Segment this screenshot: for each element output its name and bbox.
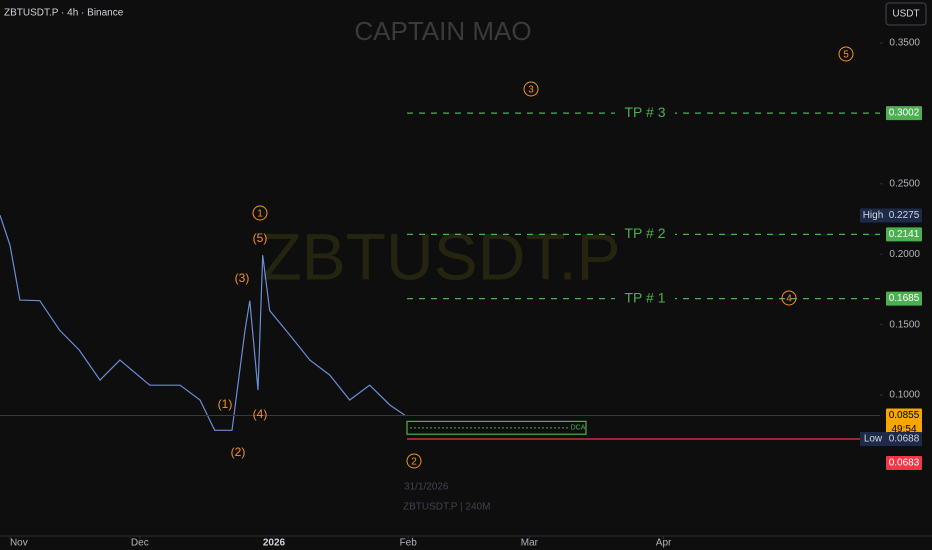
high-tag: [860, 208, 886, 223]
target-label-bg: [615, 289, 675, 308]
wave-circle: [252, 205, 268, 221]
target-price-box: [886, 291, 922, 306]
footer-date: 31/1/2026: [404, 482, 449, 493]
countdown: 49:54: [891, 424, 916, 435]
target-price-box: [886, 106, 922, 121]
dca-label: DCA: [571, 425, 586, 432]
target-label: TP # 2: [625, 225, 666, 241]
currency[interactable]: USDT: [892, 9, 919, 20]
target-price: 0.3002: [889, 108, 920, 119]
currency-box[interactable]: [885, 2, 927, 26]
low-second-box: [886, 456, 922, 471]
wave-label: 1: [257, 209, 263, 220]
high-price-box: [886, 208, 922, 223]
low-price-box: [886, 432, 922, 447]
low-second: 0.0683: [889, 458, 920, 469]
title: CAPTAIN MAO: [354, 16, 531, 46]
low-label: Low: [864, 434, 883, 445]
footer-source: ZBTUSDT.P | 240M: [403, 502, 490, 513]
wave-label: (2): [231, 445, 246, 459]
y-tick-label: 0.1000: [889, 390, 920, 401]
wave-label: (3): [235, 271, 250, 285]
y-tick-label: 0.2000: [889, 249, 920, 260]
x-tick-label: 2026: [263, 538, 286, 549]
target-label: TP # 1: [625, 289, 666, 305]
wave-label: 4: [786, 294, 792, 305]
last-price-box: [886, 408, 922, 423]
x-tick-label: Feb: [400, 538, 418, 549]
low-tag: [860, 432, 886, 447]
x-tick-label: Dec: [131, 538, 149, 549]
high-price: 0.2275: [889, 210, 920, 221]
y-tick-label: 0.2500: [889, 178, 920, 189]
target-label-bg: [615, 225, 675, 244]
wave-label: 3: [528, 85, 534, 96]
dca-zone: [406, 420, 587, 435]
x-tick-label: Apr: [656, 538, 672, 549]
wave-circle: [838, 46, 854, 62]
y-tick-label: 0.1500: [889, 319, 920, 330]
wave-label: (1): [218, 397, 233, 411]
target-label-bg: [615, 104, 675, 123]
low-price: 0.0688: [889, 434, 920, 445]
wave-circle: [523, 81, 539, 97]
target-price: 0.1685: [889, 293, 920, 304]
x-tick-label: Mar: [521, 538, 539, 549]
target-price: 0.2141: [889, 229, 920, 240]
y-tick-label: 0.3500: [889, 38, 920, 49]
wave-label: 5: [843, 50, 849, 61]
wave-label: (5): [253, 231, 268, 245]
wave-label: (4): [253, 407, 268, 421]
wave-label: 2: [411, 457, 417, 468]
target-price-box: [886, 227, 922, 242]
x-tick-label: Nov: [10, 538, 28, 549]
last-price: 0.0855: [889, 410, 920, 421]
price-line: [0, 215, 406, 431]
wave-circle: [781, 290, 797, 306]
target-label: TP # 3: [625, 104, 666, 120]
symbol: ZBTUSDT.P · 4h · Binance: [4, 8, 124, 19]
high-label: High: [863, 210, 884, 221]
wave-circle: [406, 453, 422, 469]
watermark: ZBTUSDT.P: [261, 219, 620, 293]
